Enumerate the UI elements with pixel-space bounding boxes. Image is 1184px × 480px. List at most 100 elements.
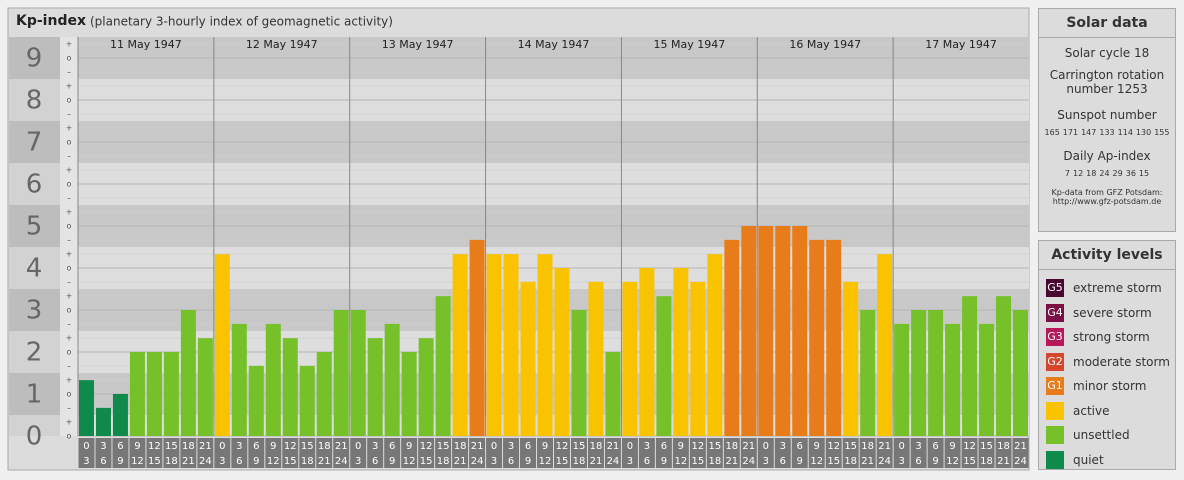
hour-box [1012, 438, 1029, 468]
bar [758, 226, 774, 436]
bar [911, 310, 927, 436]
carrington: Carrington rotation number 1253 [1049, 68, 1165, 96]
day-label: 15 May 1947 [653, 38, 725, 51]
hour-label: 3 [627, 456, 633, 467]
hour-label: 9 [678, 441, 684, 452]
hour-label: 21 [878, 441, 891, 452]
hour-box [621, 438, 638, 468]
bar [350, 310, 366, 436]
hour-label: 0 [627, 441, 633, 452]
y-tick-label: 3 [26, 296, 43, 326]
levels-list: G5 extreme storm G4 severe storm G3 strong st… [1039, 276, 1175, 472]
bar [1013, 310, 1028, 436]
hour-label: 15 [165, 441, 178, 452]
subtick-label: o [67, 264, 72, 273]
bar [724, 239, 740, 436]
level-item: quiet [1039, 448, 1175, 473]
hour-label: 6 [253, 441, 259, 452]
bar [79, 380, 94, 436]
hour-label: 6 [389, 441, 395, 452]
hour-box [859, 438, 876, 468]
subtick-label: + [66, 82, 73, 91]
hour-box [129, 438, 146, 468]
hour-box [299, 438, 316, 468]
subtick-label: – [67, 320, 71, 329]
subtick-label: – [67, 194, 71, 203]
hour-label: 9 [134, 441, 140, 452]
hour-label: 18 [980, 456, 993, 467]
hour-label: 12 [827, 441, 840, 452]
hour-box [282, 438, 299, 468]
hour-label: 9 [406, 441, 412, 452]
bar [520, 281, 536, 436]
hour-label: 6 [100, 456, 106, 467]
hour-label: 9 [814, 441, 820, 452]
hour-label: 15 [963, 456, 976, 467]
hour-label: 9 [253, 456, 259, 467]
solar-panel: Solar data Solar cycle 18 Carrington rot… [1038, 8, 1176, 232]
hour-box [163, 438, 180, 468]
bar [690, 281, 706, 436]
hour-label: 0 [219, 441, 225, 452]
y-tick-label: 4 [26, 254, 43, 284]
level-swatch [1046, 450, 1064, 469]
hour-label: 6 [915, 456, 921, 467]
source-url: http://www.gfz-potsdam.de [1052, 197, 1162, 206]
bar [673, 268, 689, 436]
label-band [9, 247, 60, 289]
subtick-label: + [66, 40, 73, 49]
hour-label: 15 [980, 441, 993, 452]
hour-label: 12 [691, 441, 704, 452]
hour-label: 24 [607, 456, 620, 467]
value: 130 [1135, 128, 1152, 137]
label-band [9, 331, 60, 373]
level-swatch: G4 [1046, 303, 1064, 322]
hour-box [774, 438, 791, 468]
bar [792, 226, 808, 436]
sub-col [60, 37, 78, 436]
hour-box [570, 438, 587, 468]
label-band [9, 163, 60, 205]
level-label: strong storm [1073, 330, 1150, 345]
label-band [9, 37, 60, 79]
subtick-label: – [67, 68, 71, 77]
bar [367, 338, 383, 436]
hour-box [112, 438, 129, 468]
subtick-label: + [66, 292, 73, 301]
value: 12 [1072, 169, 1084, 178]
hour-label: 6 [236, 456, 242, 467]
hour-box [808, 438, 825, 468]
hour-label: 3 [491, 456, 497, 467]
value: 15 [1138, 169, 1150, 178]
day-label: 16 May 1947 [789, 38, 861, 51]
bar [605, 352, 621, 436]
hour-label: 0 [491, 441, 497, 452]
hour-label: 12 [284, 441, 297, 452]
subtick-label: – [67, 152, 71, 161]
hour-label: 3 [915, 441, 921, 452]
bar [503, 254, 519, 436]
hour-box [401, 438, 418, 468]
hour-box [706, 438, 723, 468]
subtick-label: o [67, 390, 72, 399]
hour-label: 3 [372, 441, 378, 452]
hour-label: 24 [742, 456, 755, 467]
hour-label: 15 [148, 456, 161, 467]
hour-label: 9 [270, 441, 276, 452]
hour-label: 24 [1014, 456, 1027, 467]
hour-label: 0 [898, 441, 904, 452]
bar [894, 323, 910, 436]
hour-box [367, 438, 384, 468]
hour-box [638, 438, 655, 468]
hour-box [350, 438, 367, 468]
subtick-label: + [66, 418, 73, 427]
label-band [9, 79, 60, 121]
bar [860, 310, 876, 436]
hour-label: 12 [810, 456, 823, 467]
hour-label: 15 [556, 456, 569, 467]
bar [809, 239, 825, 436]
hour-label: 3 [100, 441, 106, 452]
bar [979, 323, 995, 436]
subtick-label: – [67, 404, 71, 413]
